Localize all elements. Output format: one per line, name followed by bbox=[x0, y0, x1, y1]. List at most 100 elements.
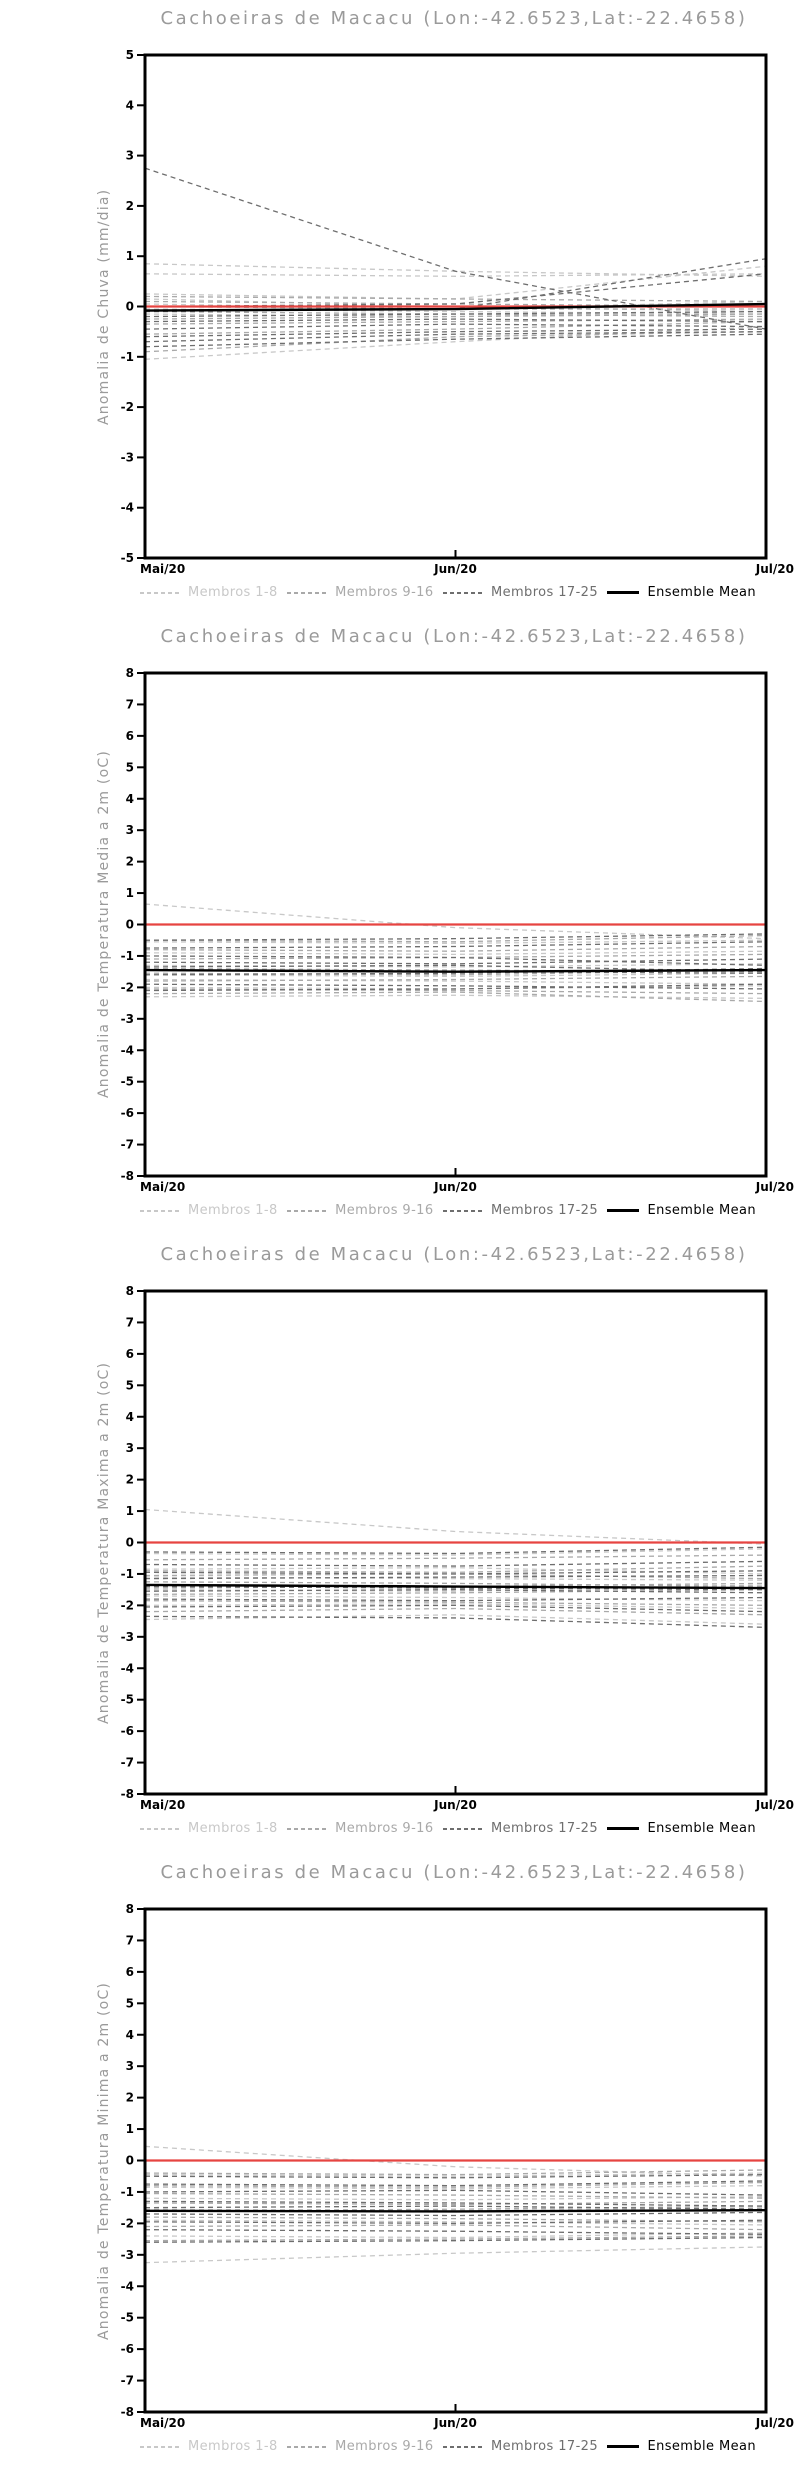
svg-text:7: 7 bbox=[126, 1933, 134, 1947]
svg-text:4: 4 bbox=[126, 98, 134, 112]
svg-text:2: 2 bbox=[126, 2091, 134, 2105]
svg-text:5: 5 bbox=[126, 48, 134, 62]
svg-text:2: 2 bbox=[126, 855, 134, 869]
svg-text:-6: -6 bbox=[121, 1106, 134, 1120]
legend-item-membros-17-25: Membros 17-25 bbox=[442, 2439, 599, 2454]
svg-text:-4: -4 bbox=[121, 501, 134, 515]
legend-row: Membros 1-8 Membros 9-16 Membros 17-25 E… bbox=[140, 1203, 756, 1218]
svg-text:6: 6 bbox=[126, 1347, 134, 1361]
legend-label: Membros 1-8 bbox=[188, 585, 278, 600]
svg-text:6: 6 bbox=[126, 1965, 134, 1979]
dashed-line-swatch bbox=[140, 1209, 180, 1212]
legend-item-ensemble-mean: Ensemble Mean bbox=[607, 2439, 756, 2454]
svg-text:Mai/20: Mai/20 bbox=[140, 1180, 185, 1194]
dashed-line-swatch bbox=[140, 591, 180, 594]
dashed-line-swatch bbox=[442, 2445, 483, 2448]
svg-text:0: 0 bbox=[126, 918, 134, 932]
solid-line-swatch bbox=[607, 591, 640, 594]
svg-text:7: 7 bbox=[126, 1315, 134, 1329]
plot-area: -8 -7 -6 -5 -4 -3 -2 -1 0 1 2 3 4 5 6 7 8 Mai/20 Jun/20 Jul… bbox=[121, 1284, 794, 1812]
plot-area: -8 -7 -6 -5 -4 -3 -2 -1 0 1 2 3 4 5 6 7 8 Mai/20 Jun/20 Jul… bbox=[121, 1902, 794, 2430]
dashed-line-swatch bbox=[287, 1209, 328, 1212]
svg-text:Jun/20: Jun/20 bbox=[433, 562, 477, 576]
legend-item-membros-9-16: Membros 9-16 bbox=[287, 2439, 433, 2454]
svg-text:Jul/20: Jul/20 bbox=[755, 1798, 794, 1812]
svg-text:0: 0 bbox=[126, 1536, 134, 1550]
svg-text:-7: -7 bbox=[121, 2374, 134, 2388]
svg-text:8: 8 bbox=[126, 1902, 134, 1916]
svg-text:Jun/20: Jun/20 bbox=[433, 2416, 477, 2430]
svg-text:-8: -8 bbox=[121, 1787, 134, 1801]
legend-item-membros-17-25: Membros 17-25 bbox=[442, 1821, 599, 1836]
svg-text:4: 4 bbox=[126, 792, 134, 806]
chart-title: Cachoeiras de Macacu (Lon:-42.6523,Lat:-… bbox=[160, 626, 748, 647]
chart-title: Cachoeiras de Macacu (Lon:-42.6523,Lat:-… bbox=[160, 1244, 748, 1265]
svg-text:Mai/20: Mai/20 bbox=[140, 562, 185, 576]
plot-area: -8 -7 -6 -5 -4 -3 -2 -1 0 1 2 3 4 5 6 7 8 Mai/20 Jun/20 Jul… bbox=[121, 666, 794, 1194]
svg-text:-7: -7 bbox=[121, 1138, 134, 1152]
svg-text:Jun/20: Jun/20 bbox=[433, 1180, 477, 1194]
dashed-line-swatch bbox=[287, 1827, 328, 1830]
svg-text:1: 1 bbox=[126, 1504, 134, 1518]
legend-label: Ensemble Mean bbox=[647, 1203, 756, 1218]
legend-label: Membros 17-25 bbox=[490, 1821, 599, 1836]
legend-label: Membros 17-25 bbox=[490, 2439, 599, 2454]
legend-label: Membros 17-25 bbox=[490, 1203, 599, 1218]
svg-text:-1: -1 bbox=[121, 2185, 134, 2199]
solid-line-swatch bbox=[607, 2445, 640, 2448]
legend-item-membros-1-8: Membros 1-8 bbox=[140, 585, 278, 600]
legend-item-ensemble-mean: Ensemble Mean bbox=[607, 585, 756, 600]
svg-text:1: 1 bbox=[126, 886, 134, 900]
legend-row: Membros 1-8 Membros 9-16 Membros 17-25 E… bbox=[140, 2439, 756, 2454]
dashed-line-swatch bbox=[140, 1827, 180, 1830]
legend-label: Ensemble Mean bbox=[647, 1821, 756, 1836]
svg-text:-2: -2 bbox=[121, 1598, 134, 1612]
legend-label: Membros 1-8 bbox=[188, 2439, 278, 2454]
svg-text:5: 5 bbox=[126, 1378, 134, 1392]
svg-text:Mai/20: Mai/20 bbox=[140, 1798, 185, 1812]
svg-text:Jul/20: Jul/20 bbox=[755, 562, 794, 576]
svg-text:-6: -6 bbox=[121, 2342, 134, 2356]
svg-text:1: 1 bbox=[126, 2122, 134, 2136]
legend-label: Membros 1-8 bbox=[188, 1203, 278, 1218]
svg-text:4: 4 bbox=[126, 2028, 134, 2042]
solid-line-swatch bbox=[607, 1827, 640, 1830]
svg-text:3: 3 bbox=[126, 1441, 134, 1455]
legend-item-membros-17-25: Membros 17-25 bbox=[442, 1203, 599, 1218]
legend-item-membros-1-8: Membros 1-8 bbox=[140, 1203, 278, 1218]
svg-text:-1: -1 bbox=[121, 1567, 134, 1581]
svg-text:6: 6 bbox=[126, 729, 134, 743]
dashed-line-swatch bbox=[287, 591, 328, 594]
legend-item-membros-17-25: Membros 17-25 bbox=[442, 585, 599, 600]
svg-text:8: 8 bbox=[126, 1284, 134, 1298]
legend-item-membros-9-16: Membros 9-16 bbox=[287, 1203, 433, 1218]
legend-item-membros-9-16: Membros 9-16 bbox=[287, 1821, 433, 1836]
solid-line-swatch bbox=[607, 1209, 640, 1212]
svg-text:5: 5 bbox=[126, 760, 134, 774]
chart-rain-anomaly: Cachoeiras de Macacu (Lon:-42.6523,Lat:-… bbox=[0, 0, 800, 618]
svg-text:5: 5 bbox=[126, 1996, 134, 2010]
chart-min-temp-anomaly: Cachoeiras de Macacu (Lon:-42.6523,Lat:-… bbox=[0, 1854, 800, 2472]
svg-text:-2: -2 bbox=[121, 400, 134, 414]
svg-text:-5: -5 bbox=[121, 1075, 134, 1089]
svg-text:7: 7 bbox=[126, 697, 134, 711]
svg-text:-5: -5 bbox=[121, 2311, 134, 2325]
legend-label: Membros 9-16 bbox=[335, 1203, 434, 1218]
svg-text:-1: -1 bbox=[121, 949, 134, 963]
dashed-line-swatch bbox=[442, 1827, 483, 1830]
dashed-line-swatch bbox=[140, 2445, 180, 2448]
svg-text:-4: -4 bbox=[121, 2279, 134, 2293]
legend-label: Membros 9-16 bbox=[335, 585, 434, 600]
legend-label: Ensemble Mean bbox=[647, 2439, 756, 2454]
legend-item-membros-1-8: Membros 1-8 bbox=[140, 1821, 278, 1836]
svg-text:-2: -2 bbox=[121, 2216, 134, 2230]
legend-label: Membros 17-25 bbox=[490, 585, 599, 600]
legend-label: Ensemble Mean bbox=[647, 585, 756, 600]
legend-row: Membros 1-8 Membros 9-16 Membros 17-25 E… bbox=[140, 585, 756, 600]
svg-text:-1: -1 bbox=[121, 350, 134, 364]
svg-text:-3: -3 bbox=[121, 450, 134, 464]
chart-title: Cachoeiras de Macacu (Lon:-42.6523,Lat:-… bbox=[160, 1862, 748, 1883]
legend-item-membros-9-16: Membros 9-16 bbox=[287, 585, 433, 600]
plot-area: -5 -4 -3 -2 -1 0 1 2 3 4 5 Mai/20 Jun/20 Jul/20 bbox=[121, 48, 794, 576]
